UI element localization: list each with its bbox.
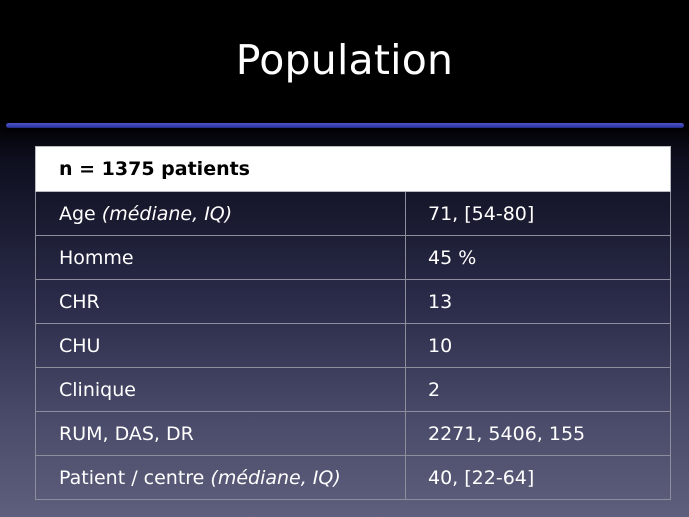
row-label: Clinique	[35, 367, 406, 412]
row-value: 2271, 5406, 155	[405, 411, 671, 456]
row-label: Homme	[35, 235, 406, 280]
row-label-text: Age	[59, 202, 96, 225]
table-row: CHR 13	[35, 279, 671, 324]
row-label-note: (médiane, IQ)	[210, 466, 341, 489]
table-row: CHU 10	[35, 323, 671, 368]
slide-title: Population	[235, 36, 454, 84]
row-label: CHU	[35, 323, 406, 368]
table-row: Clinique 2	[35, 367, 671, 412]
row-label: Patient / centre (médiane, IQ)	[35, 455, 406, 500]
row-label: Age (médiane, IQ)	[35, 191, 406, 236]
table-row: RUM, DAS, DR 2271, 5406, 155	[35, 411, 671, 456]
row-value: 45 %	[405, 235, 671, 280]
row-label-text: Homme	[59, 246, 134, 269]
row-value: 10	[405, 323, 671, 368]
row-label-text: Patient / centre	[59, 466, 205, 489]
title-divider	[6, 123, 684, 128]
population-table: n = 1375 patients Age (médiane, IQ) 71, …	[35, 146, 671, 500]
row-value: 71, [54-80]	[405, 191, 671, 236]
row-value: 13	[405, 279, 671, 324]
row-label: RUM, DAS, DR	[35, 411, 406, 456]
row-label-note: (médiane, IQ)	[101, 202, 233, 225]
row-label: CHR	[35, 279, 406, 324]
row-label-text: CHR	[59, 290, 100, 313]
row-label-text: RUM, DAS, DR	[59, 422, 194, 445]
table-row: Age (médiane, IQ) 71, [54-80]	[35, 191, 671, 236]
row-value: 40, [22-64]	[405, 455, 671, 500]
row-value: 2	[405, 367, 671, 412]
table-row: Homme 45 %	[35, 235, 671, 280]
row-label-text: Clinique	[59, 378, 136, 401]
table-header-cell: n = 1375 patients	[35, 146, 671, 192]
table-header-row: n = 1375 patients	[35, 146, 671, 192]
table-row: Patient / centre (médiane, IQ) 40, [22-6…	[35, 455, 671, 500]
row-label-text: CHU	[59, 334, 101, 357]
